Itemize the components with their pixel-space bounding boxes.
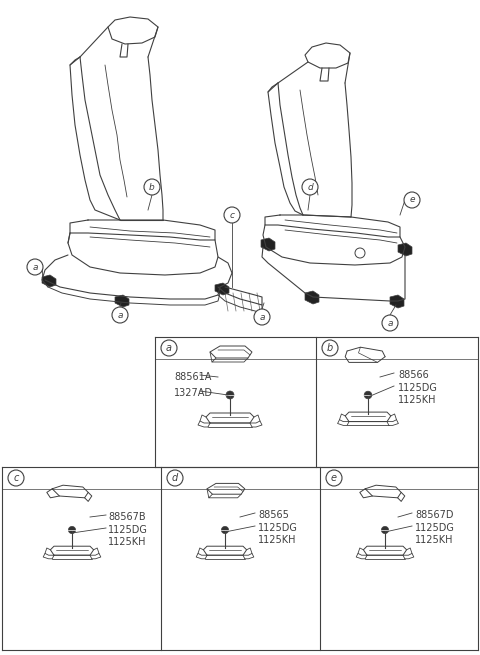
Circle shape [326,470,342,486]
Circle shape [364,391,372,399]
Circle shape [27,259,43,275]
Text: 1125DG: 1125DG [258,523,298,533]
Text: 88567D: 88567D [415,510,454,520]
Text: 88567B: 88567B [108,512,145,522]
Circle shape [382,315,398,331]
Text: a: a [166,343,172,353]
Text: d: d [172,473,178,483]
Text: 1125DG: 1125DG [398,383,438,393]
Text: b: b [149,183,155,191]
Circle shape [167,470,183,486]
Circle shape [8,470,24,486]
Circle shape [144,179,160,195]
Text: a: a [32,263,38,272]
Text: 1125KH: 1125KH [398,395,436,405]
Polygon shape [42,275,56,287]
Text: 1125DG: 1125DG [108,525,148,535]
Text: a: a [387,318,393,328]
Circle shape [355,248,365,258]
Text: e: e [331,473,337,483]
Circle shape [382,527,389,534]
Circle shape [404,192,420,208]
Circle shape [69,527,75,534]
Circle shape [221,527,228,534]
Circle shape [224,207,240,223]
Text: c: c [229,210,235,219]
Text: 1125KH: 1125KH [415,535,454,545]
Polygon shape [115,295,129,307]
Polygon shape [398,243,412,256]
Text: a: a [259,312,265,322]
Circle shape [322,340,338,356]
Circle shape [254,309,270,325]
Circle shape [112,307,128,323]
Circle shape [161,340,177,356]
Circle shape [302,179,318,195]
Text: b: b [327,343,333,353]
Circle shape [226,391,234,399]
Text: c: c [13,473,19,483]
Text: 88561A: 88561A [174,372,211,382]
Text: 88566: 88566 [398,370,429,380]
Polygon shape [261,238,275,251]
Polygon shape [390,295,404,308]
Text: 1125DG: 1125DG [415,523,455,533]
Text: 1125KH: 1125KH [258,535,297,545]
Text: 1125KH: 1125KH [108,537,146,547]
Text: d: d [307,183,313,191]
Polygon shape [215,283,229,295]
Text: 1327AD: 1327AD [174,388,213,398]
Text: e: e [409,195,415,204]
Polygon shape [305,291,319,304]
Text: a: a [117,310,123,320]
Text: 88565: 88565 [258,510,289,520]
